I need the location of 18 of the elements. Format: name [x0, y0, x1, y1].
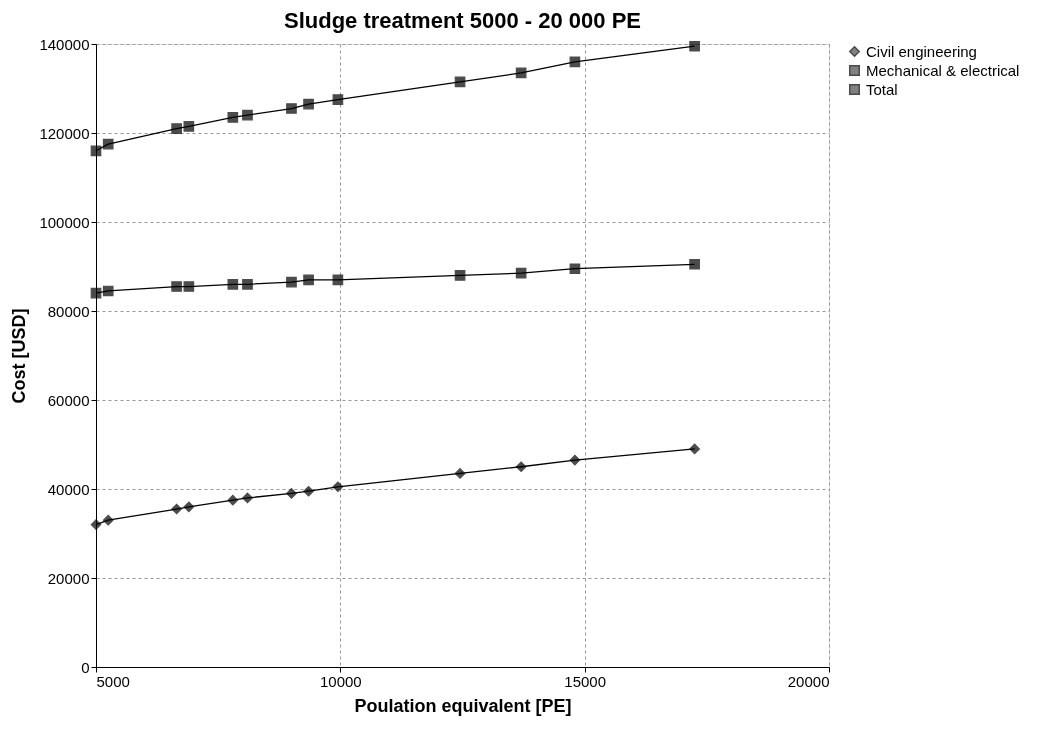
x-axis-title: Poulation equivalent [PE] [354, 695, 572, 716]
y-axis-title: Cost [USD] [9, 308, 30, 404]
legend-label: Civil engineering [866, 42, 977, 60]
y-tick-label: 120000 [39, 124, 90, 142]
y-tick-label: 40000 [47, 480, 90, 498]
x-tick-label: 5000 [96, 672, 130, 690]
y-tick-label: 100000 [39, 213, 90, 231]
y-tick-label: 0 [81, 658, 90, 676]
x-tick-label: 20000 [787, 672, 830, 690]
x-tick-label: 10000 [319, 672, 362, 690]
y-tick-label: 60000 [47, 391, 90, 409]
y-tick-label: 80000 [47, 302, 90, 320]
x-tick-label: 15000 [564, 672, 607, 690]
legend-label: Total [866, 80, 898, 98]
y-tick-label: 20000 [47, 569, 90, 587]
legend-label: Mechanical & electrical [866, 61, 1020, 79]
y-tick-label: 140000 [39, 35, 90, 53]
chart-title: Sludge treatment 5000 - 20 000 PE [283, 8, 642, 33]
